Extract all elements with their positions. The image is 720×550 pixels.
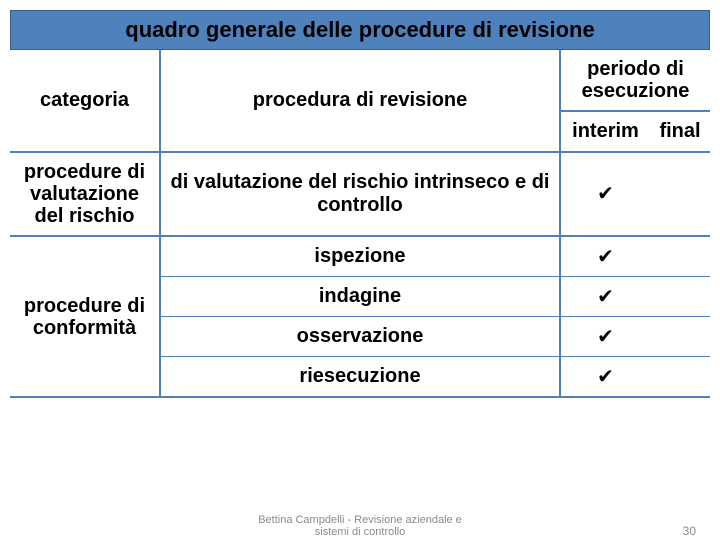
category-cell-valutazione: procedure di valutazione del rischio xyxy=(10,152,160,236)
procedure-cell: riesecuzione xyxy=(160,357,560,398)
final-cell xyxy=(650,277,710,317)
col-header-procedura: procedura di revisione xyxy=(160,50,560,152)
footer-credit: Bettina Campdelli - Revisione aziendale … xyxy=(0,514,720,538)
cat2-l2: conformità xyxy=(33,317,136,339)
cat2-l1: procedure di xyxy=(24,295,145,317)
procedure-cell: di valutazione del rischio intrinseco e … xyxy=(160,152,560,236)
table-row: procedure di valutazione del rischio di … xyxy=(10,152,710,236)
footer-l1: Bettina Campdelli - Revisione aziendale … xyxy=(258,514,462,526)
final-cell xyxy=(650,317,710,357)
check-icon: ✔ xyxy=(560,317,650,357)
periodo-line1: periodo di xyxy=(587,58,684,80)
r1-proc-l1: di valutazione del rischio intrinseco e … xyxy=(171,171,550,193)
col-subheader-final: final xyxy=(650,111,710,152)
page-number: 30 xyxy=(683,524,696,538)
procedure-cell: ispezione xyxy=(160,236,560,277)
procedure-cell: osservazione xyxy=(160,317,560,357)
category-cell-conformita: procedure di conformità xyxy=(10,236,160,397)
col-header-categoria: categoria xyxy=(10,50,160,152)
col-subheader-interim: interim xyxy=(560,111,650,152)
check-icon: ✔ xyxy=(560,357,650,398)
header-row-1: categoria procedura di revisione periodo… xyxy=(10,50,710,111)
cat1-l2: valutazione xyxy=(30,183,139,205)
footer-l2: sistemi di controllo xyxy=(315,526,405,538)
cat1-l3: del rischio xyxy=(34,205,134,227)
final-cell xyxy=(650,357,710,398)
r1-proc-l2: controllo xyxy=(317,194,403,216)
check-icon: ✔ xyxy=(560,236,650,277)
procedures-table: categoria procedura di revisione periodo… xyxy=(10,50,710,398)
periodo-line2: esecuzione xyxy=(582,80,690,102)
cat1-l1: procedure di xyxy=(24,161,145,183)
final-cell xyxy=(650,236,710,277)
check-icon: ✔ xyxy=(560,152,650,236)
table-row: procedure di conformità ispezione ✔ xyxy=(10,236,710,277)
title-bar: quadro generale delle procedure di revis… xyxy=(10,10,710,50)
procedure-cell: indagine xyxy=(160,277,560,317)
page-title: quadro generale delle procedure di revis… xyxy=(125,17,594,42)
col-header-periodo: periodo di esecuzione xyxy=(560,50,710,111)
check-icon: ✔ xyxy=(560,277,650,317)
final-cell xyxy=(650,152,710,236)
